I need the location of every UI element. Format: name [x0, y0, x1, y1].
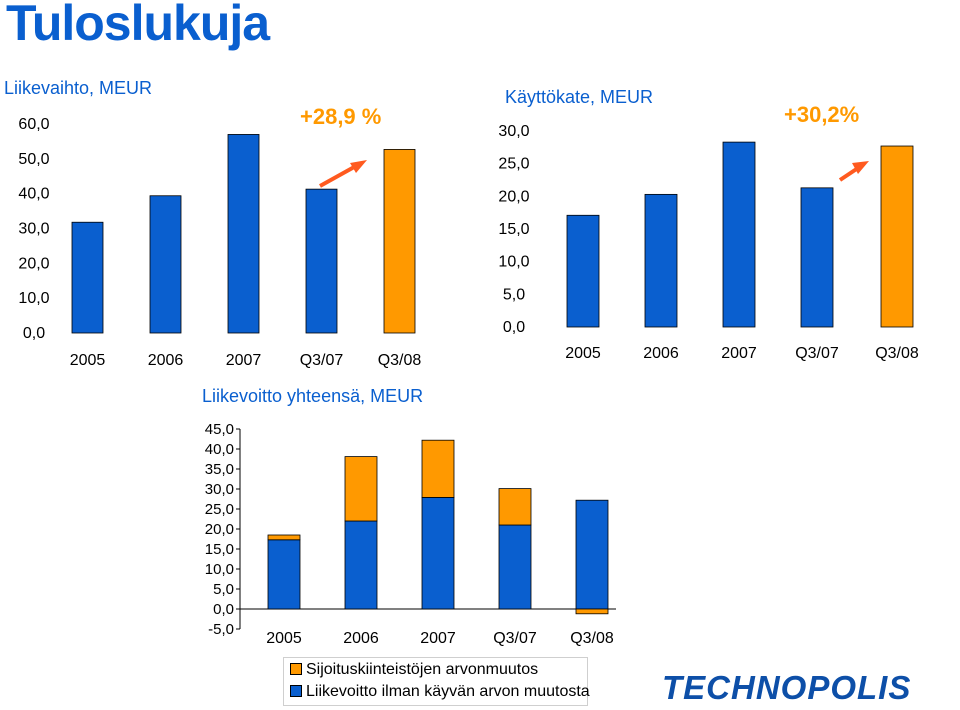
x-tick-label: 2005 — [70, 352, 106, 369]
y-tick-label: 5,0 — [213, 581, 234, 598]
bars — [267, 439, 609, 615]
bar — [722, 141, 756, 328]
y-tick-label: 0,0 — [503, 319, 525, 336]
y-tick-label: 20,0 — [205, 521, 234, 538]
x-tick-label: 2006 — [643, 345, 679, 362]
y-axis-ticks: 0,0 5,0 10,0 15,0 20,0 25,0 30,0 — [498, 123, 529, 336]
page-title: Tuloslukuja — [6, 0, 270, 51]
x-tick-label: Q3/07 — [795, 345, 839, 362]
legend-item-operating-profit: Liikevoitto ilman käyvän arvon muutosta — [290, 683, 590, 703]
y-tick-label: 15,0 — [498, 221, 529, 238]
legend-swatch — [290, 662, 302, 675]
y-tick-label: 0,0 — [23, 325, 45, 342]
x-tick-label: 2006 — [148, 352, 184, 369]
legend-swatch — [290, 684, 302, 697]
legend: Sijoituskiinteistöjen arvonmuutos Liikev… — [283, 657, 590, 706]
bar — [227, 134, 260, 334]
y-tick-label: 50,0 — [18, 151, 49, 168]
x-tick-label: 2005 — [266, 630, 302, 647]
x-tick-label: 2005 — [565, 345, 601, 362]
y-tick-label: 25,0 — [205, 501, 234, 518]
y-tick-label: 0,0 — [213, 601, 234, 618]
x-axis-ticks: 2005 2006 2007 Q3/07 Q3/08 — [565, 345, 919, 362]
x-tick-label: Q3/08 — [378, 352, 422, 369]
growth-arrow — [838, 161, 869, 182]
y-axis-ticks: 0,0 10,0 20,0 30,0 40,0 50,0 60,0 — [18, 116, 49, 342]
growth-annotation: +30,2% — [784, 102, 859, 127]
bar-segment — [421, 439, 455, 498]
y-tick-label: 40,0 — [18, 186, 49, 203]
y-tick-label: 30,0 — [205, 481, 234, 498]
bar — [383, 149, 416, 334]
y-tick-label: 10,0 — [205, 561, 234, 578]
growth-arrow — [319, 160, 367, 188]
bar — [880, 145, 914, 328]
bar-segment — [344, 520, 378, 610]
bars — [566, 141, 914, 328]
chart-title: Liikevaihto, MEUR — [4, 78, 152, 98]
bar-segment — [498, 524, 532, 610]
x-tick-label: Q3/08 — [570, 630, 614, 647]
y-tick-label: 30,0 — [498, 123, 529, 140]
y-tick-label: 40,0 — [205, 441, 234, 458]
bars — [71, 134, 416, 334]
bar — [566, 214, 600, 328]
y-tick-label: 20,0 — [18, 255, 49, 272]
bar-segment — [344, 456, 378, 522]
bar-segment — [575, 608, 609, 615]
x-tick-label: Q3/07 — [300, 352, 344, 369]
bar — [71, 221, 104, 334]
bar — [149, 195, 182, 334]
x-axis-ticks: 2005 2006 2007 Q3/07 Q3/08 — [70, 352, 422, 369]
x-axis-ticks: 2005 2006 2007 Q3/07 Q3/08 — [266, 630, 614, 647]
bar-segment — [575, 499, 609, 610]
bar-segment — [267, 534, 301, 541]
x-tick-label: 2007 — [420, 630, 456, 647]
x-tick-label: 2007 — [226, 352, 262, 369]
y-tick-label: 5,0 — [503, 286, 525, 303]
legend-label: Sijoituskiinteistöjen arvonmuutos — [306, 661, 539, 678]
x-tick-label: Q3/07 — [493, 630, 537, 647]
technopolis-logo: TECHNOPOLIS — [662, 669, 912, 706]
bar-segment — [421, 496, 455, 610]
y-tick-label: 15,0 — [205, 541, 234, 558]
x-tick-label: 2006 — [343, 630, 379, 647]
bar-segment — [267, 539, 301, 610]
y-tick-label: 45,0 — [205, 421, 234, 438]
bar — [800, 187, 834, 328]
y-tick-label: 25,0 — [498, 156, 529, 173]
bar-segment — [498, 488, 532, 526]
legend-item-revaluation: Sijoituskiinteistöjen arvonmuutos — [290, 661, 538, 681]
x-tick-label: 2007 — [721, 345, 757, 362]
x-tick-label: Q3/08 — [875, 345, 919, 362]
chart-title: Liikevoitto yhteensä, MEUR — [202, 386, 423, 406]
chart-title: Käyttökate, MEUR — [505, 87, 653, 107]
bar — [305, 188, 338, 334]
y-tick-label: 35,0 — [205, 461, 234, 478]
y-tick-label: 20,0 — [498, 188, 529, 205]
legend-label: Liikevoitto ilman käyvän arvon muutosta — [306, 683, 590, 700]
y-axis-ticks: -5,0 0,0 5,0 10,0 15,0 20,0 25,0 30,0 35,0 40,0 45… — [205, 421, 234, 638]
y-tick-label: 10,0 — [498, 254, 529, 271]
y-tick-label: -5,0 — [208, 621, 234, 638]
y-tick-label: 60,0 — [18, 116, 49, 133]
y-tick-label: 10,0 — [18, 290, 49, 307]
growth-annotation: +28,9 % — [300, 104, 381, 129]
y-tick-label: 30,0 — [18, 221, 49, 238]
bar — [644, 193, 678, 328]
